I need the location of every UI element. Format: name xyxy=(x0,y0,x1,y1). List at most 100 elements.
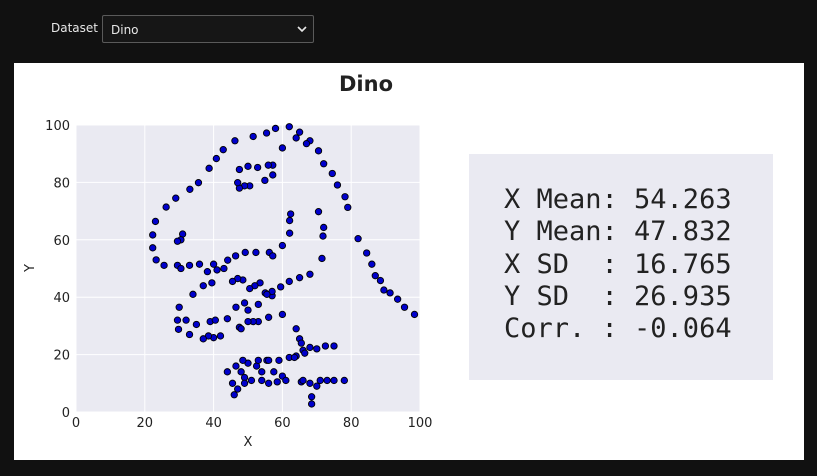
data-point xyxy=(237,325,245,333)
data-point xyxy=(270,368,278,376)
data-point xyxy=(203,268,212,276)
data-point xyxy=(232,303,240,311)
data-point xyxy=(231,252,240,260)
data-point xyxy=(368,260,376,268)
dataset-select[interactable]: Dino xyxy=(102,15,314,43)
data-point xyxy=(321,342,330,350)
data-point xyxy=(363,249,371,257)
axis-ticks: 0 20 40 60 80 100 0 20 40 60 80 100 xyxy=(45,119,432,431)
y-tick-label: 80 xyxy=(53,176,70,191)
data-point xyxy=(234,385,242,393)
figure-panel: Dino 0 20 40 60 80 100 0 20 40 60 80 100 X Y X Mean… xyxy=(14,63,804,460)
data-point xyxy=(254,300,262,309)
data-point xyxy=(330,376,338,385)
data-point xyxy=(152,256,160,264)
data-point xyxy=(234,179,242,187)
data-point xyxy=(323,376,331,385)
data-point xyxy=(189,290,197,298)
data-point xyxy=(172,194,180,202)
data-point xyxy=(262,129,271,137)
data-point xyxy=(313,345,321,353)
data-point xyxy=(263,290,271,298)
data-point xyxy=(340,376,348,385)
data-point xyxy=(149,244,157,252)
data-point xyxy=(275,356,283,364)
data-point xyxy=(277,283,285,291)
data-point xyxy=(306,270,314,278)
data-point xyxy=(295,128,304,136)
data-point xyxy=(212,154,221,163)
data-point xyxy=(400,303,409,311)
data-point xyxy=(314,208,323,216)
data-point xyxy=(239,356,247,364)
data-point xyxy=(252,248,260,257)
data-point xyxy=(185,330,194,339)
x-tick-label: 100 xyxy=(408,416,433,431)
data-point xyxy=(269,171,277,179)
dataset-selected-value: Dino xyxy=(111,23,139,37)
data-point xyxy=(264,313,273,321)
data-point xyxy=(173,237,182,245)
data-point xyxy=(192,320,201,329)
data-point xyxy=(306,379,314,387)
data-point xyxy=(314,147,323,155)
x-axis-label: X xyxy=(244,435,253,450)
data-point xyxy=(177,264,185,273)
data-point xyxy=(223,315,232,323)
data-point xyxy=(307,400,316,408)
data-point xyxy=(307,393,316,401)
data-point xyxy=(175,303,183,311)
data-point xyxy=(333,181,342,189)
data-point xyxy=(264,161,272,169)
data-point xyxy=(273,378,281,386)
data-point xyxy=(278,241,287,250)
data-point xyxy=(244,317,252,326)
data-point xyxy=(228,277,237,286)
data-point xyxy=(185,261,194,269)
data-point xyxy=(371,272,379,280)
data-point xyxy=(380,286,388,294)
x-tick-label: 40 xyxy=(205,416,222,431)
data-point xyxy=(253,163,262,172)
data-point xyxy=(386,289,394,297)
data-point xyxy=(160,261,168,269)
data-point xyxy=(244,306,252,314)
stats-box: X Mean: 54.263 Y Mean: 47.832 X SD : 16.… xyxy=(469,154,773,380)
data-point xyxy=(261,176,269,185)
stat-y-mean: Y Mean: 47.832 xyxy=(504,216,732,247)
data-point xyxy=(224,256,232,264)
data-point xyxy=(182,316,190,324)
data-point xyxy=(216,332,225,340)
data-point xyxy=(287,210,295,218)
data-point xyxy=(258,376,266,385)
data-point xyxy=(299,376,307,385)
data-point xyxy=(199,335,207,343)
chevron-down-icon xyxy=(297,26,307,33)
y-tick-label: 20 xyxy=(53,349,70,364)
data-point xyxy=(208,279,216,287)
data-point xyxy=(254,356,262,364)
data-point xyxy=(240,379,249,387)
grid-lines xyxy=(75,124,421,413)
data-point xyxy=(209,260,218,268)
data-point xyxy=(319,232,327,240)
data-point xyxy=(318,254,326,263)
data-point xyxy=(297,339,305,347)
data-point xyxy=(295,274,304,282)
data-point xyxy=(354,235,362,243)
toolbar: Dataset Dino xyxy=(0,0,817,56)
data-point xyxy=(306,343,314,352)
data-point xyxy=(230,391,238,399)
data-point xyxy=(344,203,352,212)
y-tick-label: 60 xyxy=(53,234,70,249)
data-point xyxy=(330,342,338,350)
data-point xyxy=(244,162,252,170)
y-axis-label: Y xyxy=(23,264,38,273)
data-point xyxy=(162,203,170,211)
data-point xyxy=(231,137,239,145)
data-point xyxy=(292,325,300,333)
x-tick-label: 60 xyxy=(274,416,291,431)
stat-x-mean: X Mean: 54.263 xyxy=(504,184,732,215)
data-point xyxy=(292,134,300,142)
x-tick-label: 0 xyxy=(72,416,80,431)
